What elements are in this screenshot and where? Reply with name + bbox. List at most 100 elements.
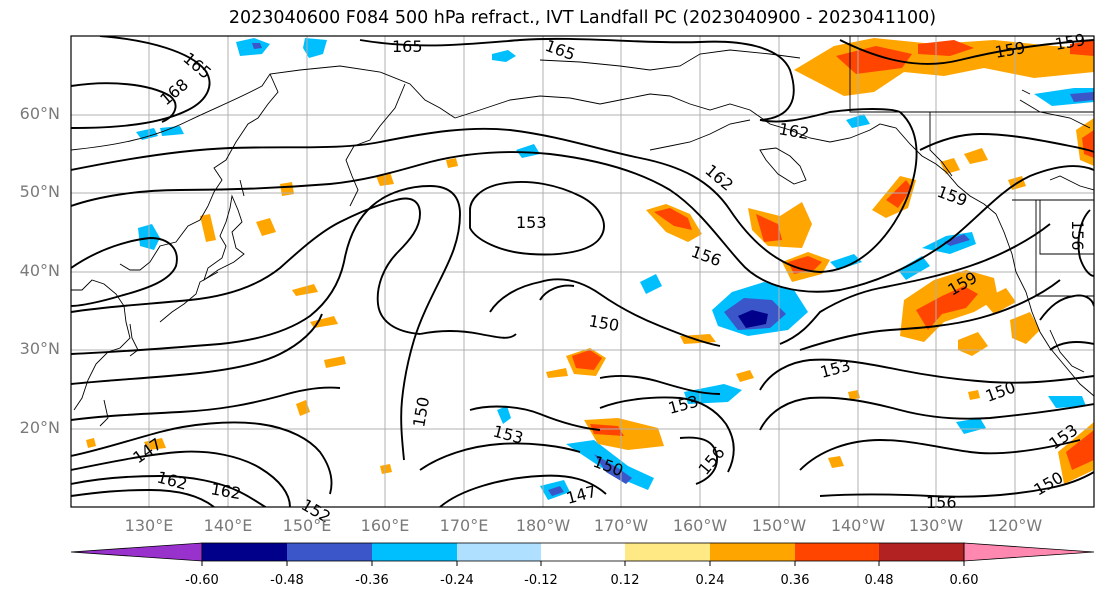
colorbar-tick-label: -0.48 bbox=[270, 573, 304, 588]
contour-line bbox=[419, 330, 517, 339]
contour-line bbox=[489, 278, 721, 347]
colorbar-segment bbox=[287, 543, 372, 561]
colorbar-tick-label: 0.36 bbox=[780, 573, 810, 588]
shading-blob bbox=[280, 182, 294, 196]
contour-line bbox=[71, 185, 461, 461]
shading-blob bbox=[886, 180, 912, 208]
coastline bbox=[539, 49, 801, 71]
colorbar-tick-label: 0.24 bbox=[695, 573, 725, 588]
contour-line bbox=[71, 475, 267, 507]
map-frame bbox=[70, 35, 1095, 508]
coastline bbox=[1019, 99, 1091, 129]
shading-blob bbox=[898, 256, 930, 280]
contour-line bbox=[1049, 341, 1094, 351]
colorbar-segment bbox=[879, 543, 964, 561]
colorbar-tick-label: -0.36 bbox=[355, 573, 389, 588]
contour-line bbox=[71, 450, 291, 507]
contour-line bbox=[919, 133, 1094, 153]
coastline bbox=[129, 323, 139, 357]
shading-blob bbox=[736, 370, 754, 382]
colorbar-tick-label: -0.24 bbox=[440, 573, 474, 588]
shading-blob bbox=[654, 208, 692, 230]
colorbar-frame bbox=[201, 542, 965, 562]
shading-blob bbox=[590, 424, 624, 436]
coastline bbox=[1039, 200, 1094, 255]
shading-blob bbox=[788, 256, 822, 274]
colorbar-segment bbox=[795, 543, 879, 561]
shading-blob bbox=[848, 390, 860, 400]
coastline bbox=[454, 93, 997, 215]
longitude-label: 140°W bbox=[830, 516, 886, 535]
latitude-label: 20°N bbox=[19, 418, 60, 437]
latitude-label: 40°N bbox=[19, 261, 60, 280]
shading-blob bbox=[160, 126, 184, 136]
contour-line bbox=[799, 439, 1081, 471]
ivt-shading-layer bbox=[86, 38, 1094, 500]
colorbar-segment bbox=[625, 543, 710, 561]
contour-line bbox=[599, 396, 735, 473]
shading-blob bbox=[572, 350, 602, 370]
shading-blob bbox=[324, 356, 346, 368]
contour-line bbox=[71, 197, 421, 335]
coastline bbox=[71, 279, 131, 411]
shading-blob bbox=[497, 406, 511, 424]
coastline bbox=[119, 205, 209, 271]
shading-blob bbox=[836, 46, 912, 74]
colorbar-tick-label: 0.48 bbox=[864, 573, 894, 588]
contour-label: 156 bbox=[926, 493, 957, 512]
coastline bbox=[207, 73, 279, 207]
colorbar-tick-label: -0.12 bbox=[524, 573, 558, 588]
contour-line bbox=[71, 489, 215, 507]
coastline bbox=[929, 112, 953, 177]
contour-label: 153 bbox=[516, 213, 547, 232]
longitude-label: 130°W bbox=[908, 516, 964, 535]
map-title: 2023040600 F084 500 hPa refract., IVT La… bbox=[228, 8, 937, 28]
contour-line bbox=[759, 396, 1094, 431]
contour-line bbox=[71, 111, 918, 273]
colorbar-segment bbox=[372, 543, 457, 561]
shading-blob bbox=[982, 288, 1016, 314]
longitude-label: 160°W bbox=[672, 516, 728, 535]
shading-blob bbox=[1048, 396, 1086, 408]
contour-line bbox=[799, 279, 1061, 351]
shading-blob bbox=[236, 38, 270, 56]
contour-line bbox=[1039, 294, 1094, 321]
contour-line bbox=[71, 151, 1094, 293]
shading-blob bbox=[594, 454, 632, 484]
coastline-layer bbox=[71, 36, 1094, 427]
shading-blob bbox=[136, 128, 158, 140]
shading-blob bbox=[756, 214, 782, 242]
colorbar-tick-label: 0.12 bbox=[610, 573, 640, 588]
shading-blob bbox=[1070, 92, 1094, 102]
shading-blob bbox=[303, 38, 327, 58]
longitude-label: 130°E bbox=[124, 516, 174, 535]
coastline bbox=[649, 119, 751, 151]
coastline bbox=[71, 65, 456, 151]
longitude-label: 180°W bbox=[515, 516, 571, 535]
graticule bbox=[71, 36, 1094, 507]
longitude-label: 120°W bbox=[987, 516, 1043, 535]
shading-blob bbox=[256, 218, 276, 236]
contour-line bbox=[71, 36, 211, 129]
longitude-label: 170°W bbox=[593, 516, 649, 535]
contour-line bbox=[71, 386, 341, 421]
colorbar-segment bbox=[202, 543, 287, 561]
contour-line bbox=[539, 284, 575, 301]
colorbar-segment bbox=[457, 543, 541, 561]
latitude-label: 30°N bbox=[19, 339, 60, 358]
longitude-label: 150°W bbox=[751, 516, 807, 535]
shading-blob bbox=[492, 50, 516, 62]
coastline bbox=[849, 36, 930, 113]
contour-line bbox=[759, 358, 1094, 391]
shading-blob bbox=[956, 418, 986, 434]
contour-line bbox=[1077, 209, 1094, 277]
shading-blob bbox=[944, 234, 970, 246]
shading-blob bbox=[292, 284, 318, 296]
contour-line bbox=[779, 223, 1051, 345]
contour-line bbox=[759, 108, 901, 123]
shading-blob bbox=[964, 148, 988, 164]
shading-blob bbox=[738, 310, 768, 328]
colorbar-segment bbox=[541, 543, 625, 561]
shading-blob bbox=[918, 40, 974, 56]
